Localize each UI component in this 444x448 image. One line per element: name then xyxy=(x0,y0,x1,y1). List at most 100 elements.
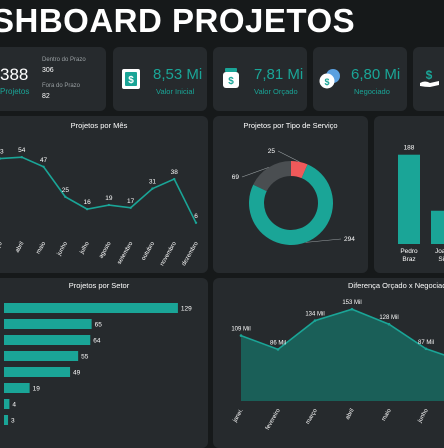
chart-title-diferenca: Diferença Orçado x Negociad xyxy=(348,281,444,290)
area-point xyxy=(276,348,280,351)
page-title: SHBOARD PROJETOS xyxy=(0,2,356,39)
x-tick-label: janei. xyxy=(232,408,245,425)
donut-slice xyxy=(291,161,308,179)
line-point xyxy=(20,156,23,159)
kpi-card-partial: $ xyxy=(413,47,444,111)
kpi-card-negociado: $ 6,80 Mi Negociado xyxy=(313,47,407,111)
x-tick-label: março xyxy=(0,240,4,258)
data-label: 31 xyxy=(149,179,157,186)
data-label: 188 xyxy=(404,145,415,152)
money-jar-icon: $ xyxy=(223,68,239,88)
x-tick-label: novembro xyxy=(159,240,178,267)
area-point xyxy=(313,319,317,322)
line-point xyxy=(64,195,67,199)
data-label: 49 xyxy=(73,370,81,377)
donut-chart-tipo: 294 69 25 xyxy=(232,148,355,246)
kpi-total-value: 388 xyxy=(0,65,29,84)
line-chart-mes: 53 março 54 abril 47 maio 25 junho 16 julho 19 agos… xyxy=(0,147,200,267)
chart-title-setor: Projetos por Setor xyxy=(68,281,130,290)
kpi-prazo-value-1: 306 xyxy=(42,67,54,74)
data-label: 25 xyxy=(62,187,70,194)
kpi-valor-orcado-label: Valor Orçado xyxy=(254,87,298,96)
area-line xyxy=(240,308,444,356)
x-tick-label: outubro xyxy=(141,240,157,261)
panel-projetos-por-mes: Projetos por Mês 53 março 54 abril 47 maio 25 j… xyxy=(0,116,208,273)
data-label: 87 Mil xyxy=(418,340,434,346)
line-point xyxy=(107,203,111,207)
donut-slice xyxy=(249,164,333,246)
line-point xyxy=(0,157,2,160)
svg-text:$: $ xyxy=(426,68,433,82)
data-label: 4 xyxy=(12,402,16,409)
x-tick-label: março xyxy=(305,407,319,425)
donut-slice xyxy=(253,161,291,192)
kpi-valor-inicial-label: Valor Inicial xyxy=(156,87,195,96)
x-tick-label: maio xyxy=(381,407,393,422)
line-point xyxy=(194,221,198,224)
bar xyxy=(431,210,444,244)
area-point xyxy=(424,347,428,351)
kpi-card-projetos: 388 Projetos Dentro do Prazo 306 Fora do… xyxy=(0,47,106,111)
data-label: 54 xyxy=(18,147,26,154)
line-point xyxy=(42,165,45,168)
data-label: 64 xyxy=(93,338,101,345)
area-point xyxy=(387,322,391,326)
kpi-card-valor-orcado: $ 7,81 Mi Valor Orçado xyxy=(213,47,307,111)
kpi-valor-inicial-value: 8,53 Mi xyxy=(153,66,203,83)
coins-icon: $ xyxy=(319,69,340,89)
bar xyxy=(4,351,79,361)
x-tick-label: abril xyxy=(15,241,26,254)
data-label: 86 Mil xyxy=(270,340,286,346)
data-label: 69 xyxy=(232,174,240,181)
kpi-negociado-label: Negociado xyxy=(354,87,390,96)
data-label: 294 xyxy=(344,236,355,243)
line-point xyxy=(85,207,89,211)
data-label: 25 xyxy=(268,148,276,155)
line-point xyxy=(173,177,176,181)
money-icon: $ xyxy=(122,69,140,89)
line-point xyxy=(151,187,154,190)
kpi-prazo-value-2: 82 xyxy=(42,93,50,100)
data-label: 3 xyxy=(11,418,15,425)
svg-text:$: $ xyxy=(228,76,234,87)
panel-tipo-servico: Projetos por Tipo de Serviço 294 69 25 xyxy=(213,116,368,273)
data-label: 53 xyxy=(0,149,4,156)
x-tick-label: Joao xyxy=(435,248,444,255)
area-chart-diferenca: 109 Mil janei. 86 Mil fevereiro 134 Mil março… xyxy=(231,300,444,431)
kpi-total-label: Projetos xyxy=(0,87,30,96)
data-label: 6 xyxy=(194,213,198,220)
bar xyxy=(4,367,71,377)
data-label: 109 Mil xyxy=(231,327,250,333)
data-label: 19 xyxy=(105,195,113,202)
data-label: 17 xyxy=(127,198,135,205)
leader-line xyxy=(305,238,342,243)
x-tick-label: fevereiro xyxy=(265,407,282,431)
kpi-prazo-label-2: Fora do Prazo xyxy=(42,83,81,89)
bar xyxy=(4,335,91,345)
data-label: 134 Mil xyxy=(305,312,324,318)
line-series xyxy=(0,156,197,224)
kpi-valor-orcado-value: 7,81 Mi xyxy=(254,66,304,83)
svg-text:$: $ xyxy=(128,75,134,86)
kpi-card-valor-inicial: $ 8,53 Mi Valor Inicial xyxy=(113,47,207,111)
area-fill xyxy=(241,309,444,401)
x-tick-label: Sil xyxy=(438,256,444,263)
bar xyxy=(398,154,420,244)
data-label: 129 xyxy=(181,306,192,313)
hbar-chart-setor: 129 65 64 55 49 19 4 3 xyxy=(4,303,192,425)
x-tick-label: Pedro xyxy=(400,248,418,255)
leader-line xyxy=(277,150,300,163)
area-point xyxy=(350,307,354,311)
chart-title-mes: Projetos por Mês xyxy=(70,121,128,130)
data-label: 38 xyxy=(171,169,179,176)
panel-setor: Projetos por Setor 129 65 64 55 49 19 4 3 xyxy=(0,278,208,448)
bar xyxy=(4,383,30,393)
x-tick-label: dezembro xyxy=(181,240,200,267)
panel-diferenca: Diferença Orçado x Negociad 109 Mil janei… xyxy=(213,278,444,448)
data-label: 128 Mil xyxy=(379,315,398,321)
x-tick-label: junho xyxy=(56,240,69,257)
chart-title-tipo: Projetos por Tipo de Serviço xyxy=(243,121,338,130)
bar xyxy=(4,415,9,425)
bar xyxy=(4,399,10,409)
